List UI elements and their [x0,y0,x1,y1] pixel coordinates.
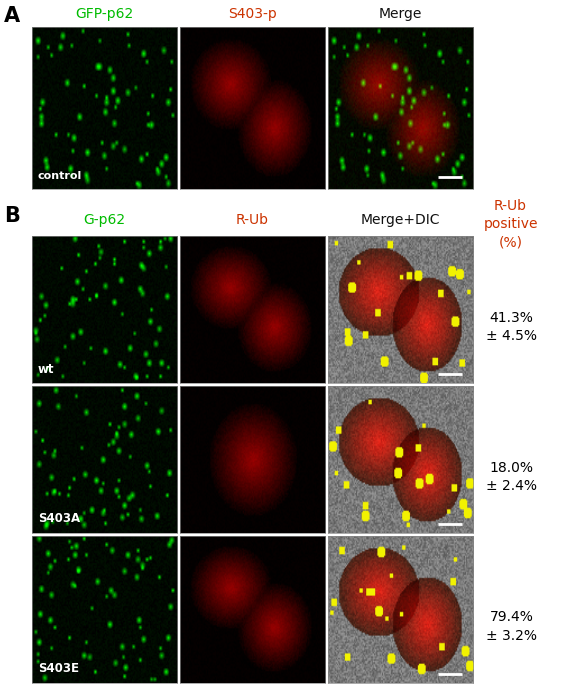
Text: R-Ub
positive
(%): R-Ub positive (%) [483,199,538,250]
Text: R-Ub: R-Ub [236,213,269,226]
Text: 79.4%
± 3.2%: 79.4% ± 3.2% [486,611,537,643]
Text: G-p62: G-p62 [84,213,126,226]
Text: S403A: S403A [38,512,80,525]
Text: 18.0%
± 2.4%: 18.0% ± 2.4% [486,461,537,493]
Text: Merge+DIC: Merge+DIC [361,213,440,226]
Text: A: A [4,5,20,25]
Text: S403E: S403E [38,662,79,675]
Text: B: B [4,206,20,226]
Text: control: control [38,171,82,180]
Text: GFP-p62: GFP-p62 [75,7,134,21]
Text: 41.3%
± 4.5%: 41.3% ± 4.5% [486,311,537,344]
Text: S403-p: S403-p [228,7,277,21]
Text: Merge: Merge [379,7,422,21]
Text: wt: wt [38,363,54,376]
